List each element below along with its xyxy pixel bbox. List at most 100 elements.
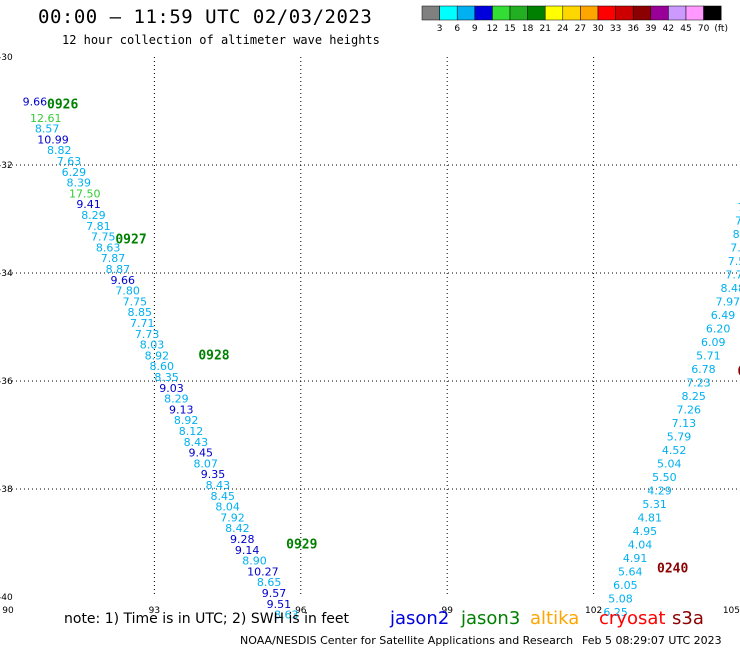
- footer-timestamp: Feb 5 08:29:07 UTC 2023: [582, 634, 722, 647]
- wave-height-point: 7.13: [672, 417, 697, 430]
- wave-height-point: 10.27: [247, 565, 279, 578]
- y-tick-label: -40: [0, 593, 13, 603]
- chart-subtitle: 12 hour collection of altimeter wave hei…: [62, 33, 380, 47]
- colorbar-label: 3: [437, 24, 443, 34]
- wave-height-point: 8.03: [140, 339, 165, 352]
- time-label: 0929: [286, 537, 317, 552]
- wave-height-point: 7.81: [86, 220, 111, 233]
- x-tick-label: 90: [2, 606, 14, 616]
- wave-height-point: 9.13: [169, 403, 194, 416]
- chart-title: 00:00 – 11:59 UTC 02/03/2023: [38, 6, 373, 28]
- wave-height-point: 8.42: [225, 522, 250, 535]
- wave-height-point: 8.63: [96, 241, 121, 254]
- wave-height-point: 7.73: [135, 328, 160, 341]
- colorbar-swatch: [703, 5, 722, 21]
- wave-height-point: 8.43: [184, 436, 209, 449]
- wave-height-point: 9.28: [230, 533, 255, 546]
- wave-height-point: 6.05: [613, 579, 638, 592]
- wave-height-point: 6.25: [603, 606, 628, 619]
- wave-height-point: 8.57: [35, 123, 60, 136]
- wave-height-point: 8.43: [206, 479, 231, 492]
- wave-height-point: 5.50: [652, 471, 677, 484]
- x-tick-label: 96: [295, 606, 307, 616]
- wave-height-point: 8.90: [242, 555, 266, 568]
- satellite-jason3: jason3: [461, 608, 521, 629]
- wave-height-point: 9.45: [189, 447, 214, 460]
- y-tick-label: -30: [0, 53, 13, 63]
- wave-height-point: 7.92: [220, 511, 245, 524]
- wave-height-point: 7.87: [101, 252, 126, 265]
- wave-height-point: 9.41: [76, 198, 101, 211]
- wave-height-point: 7.80: [115, 285, 140, 298]
- wave-height-point: 7.26: [677, 403, 702, 416]
- colorbar-label: 9: [472, 24, 478, 34]
- wave-height-point: 8.63: [274, 609, 299, 622]
- wave-height-point: 8.82: [47, 144, 72, 157]
- wave-height-point: 4.04: [628, 538, 653, 551]
- wave-height-point: 8.60: [150, 360, 175, 373]
- wave-height-point: 8.48: [720, 282, 740, 295]
- time-label: 0928: [198, 348, 229, 363]
- wave-height-point: 9.14: [235, 544, 259, 557]
- x-tick-label: 93: [149, 606, 160, 616]
- y-tick-label: -38: [0, 485, 13, 495]
- wave-height-point: 17.50: [69, 187, 101, 200]
- wave-height-point: 7.75: [91, 231, 116, 244]
- wave-height-point: 9.35: [201, 468, 226, 481]
- colorbar-label: 24: [557, 24, 569, 34]
- wave-height-point: 4.91: [623, 552, 648, 565]
- wave-height-point: 7.23: [686, 376, 711, 389]
- wave-height-point: 8.29: [81, 209, 106, 222]
- colorbar-label: (ft): [714, 24, 728, 34]
- wave-height-point: 9.66: [23, 96, 48, 109]
- colorbar-legend: 3 6 9 12 15 18 21 24 27 30 33 36 39 42 45 70 (ft): [421, 5, 728, 34]
- satellite-jason2: jason2: [390, 608, 450, 629]
- colorbar-label: 70: [698, 24, 710, 34]
- time-label: 0926: [47, 97, 78, 112]
- colorbar-label: 27: [575, 24, 586, 34]
- wave-height-point: 8.04: [215, 501, 240, 514]
- wave-height-point: 5.31: [642, 498, 667, 511]
- wave-height-point: 8.35: [154, 371, 179, 384]
- wave-height-point: 8.85: [128, 306, 153, 319]
- colorbar-label: 39: [645, 24, 657, 34]
- colorbar-label: 21: [539, 24, 550, 34]
- wave-height-point: 8.87: [106, 263, 131, 276]
- wave-height-point: 6.49: [711, 309, 736, 322]
- wave-height-point: 6.09: [701, 336, 726, 349]
- wave-height-point: 5.79: [667, 430, 692, 443]
- wave-height-point: 5.08: [608, 592, 633, 605]
- wave-height-point: 9.03: [159, 382, 184, 395]
- wave-height-point: 8.07: [193, 457, 218, 470]
- wave-height-point: 8.92: [145, 349, 170, 362]
- colorbar-label: 15: [504, 24, 515, 34]
- wave-height-point: 7.75: [123, 295, 147, 308]
- wave-height-point: 5.04: [657, 457, 682, 470]
- wave-height-point: 7.71: [130, 317, 155, 330]
- colorbar-label: 6: [454, 24, 460, 34]
- wave-height-point: 4.29: [647, 484, 672, 497]
- footer-credit: NOAA/NESDIS Center for Satellite Applica…: [240, 634, 574, 647]
- y-tick-label: -32: [0, 161, 13, 171]
- time-label: 0927: [115, 232, 146, 247]
- wave-height-point: 7.: [735, 214, 740, 227]
- wave-height-point: 5.71: [696, 349, 721, 362]
- wave-height-point: 8.45: [211, 490, 236, 503]
- wave-height-point: 8.29: [164, 393, 189, 406]
- wave-height-point: 8.25: [681, 390, 706, 403]
- wave-height-point: 9.51: [267, 598, 292, 611]
- y-tick-label: -36: [0, 377, 13, 387]
- satellite-cryosat: cryosat: [599, 608, 666, 629]
- colorbar-label: 36: [627, 24, 639, 34]
- wave-height-point: 6.29: [62, 166, 87, 179]
- y-tick-label: -34: [0, 269, 13, 279]
- footer-note: note: 1) Time is in UTC; 2) SWH is in fe…: [64, 611, 350, 627]
- colorbar-label: 30: [592, 24, 604, 34]
- wave-height-point: 6.78: [691, 363, 716, 376]
- x-tick-label: 102: [585, 606, 602, 616]
- x-tick-label: 99: [441, 606, 453, 616]
- colorbar-label: 12: [487, 24, 498, 34]
- colorbar-label: 45: [680, 24, 691, 34]
- wave-height-point: 8.92: [174, 414, 199, 427]
